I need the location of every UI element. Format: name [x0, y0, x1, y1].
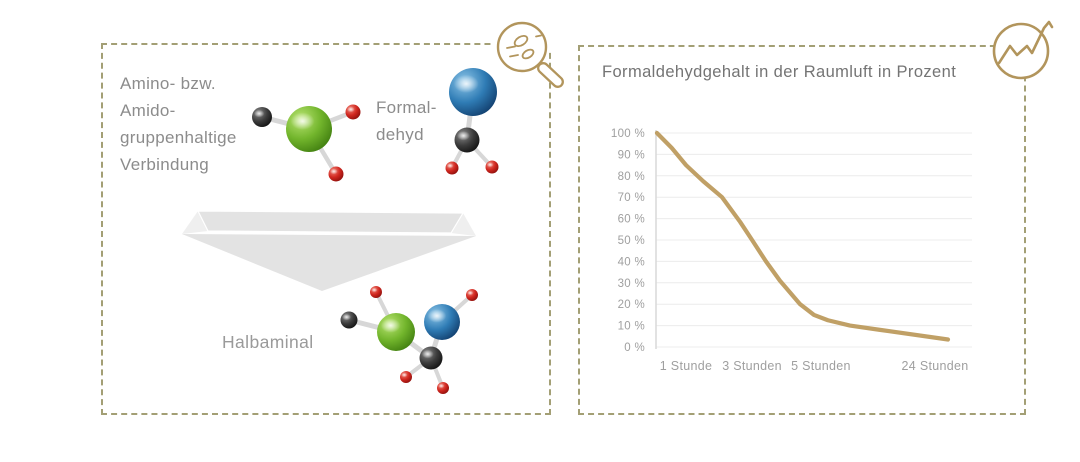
sphere-gloss-highlight — [380, 318, 401, 333]
halbaminal-molecule-illustration — [340, 286, 478, 394]
x-axis-tick-label: 24 Stunden — [902, 359, 969, 373]
microbe-dash — [506, 45, 516, 49]
arrow-fold-right — [451, 213, 476, 236]
atom-sphere-black — [419, 346, 443, 370]
atom-sphere-red — [445, 161, 459, 175]
atom-sphere-green — [377, 313, 415, 351]
atom-sphere-black — [454, 127, 480, 153]
y-axis-tick-label: 50 % — [618, 235, 645, 247]
trend-zigzag-line — [997, 20, 1054, 65]
microbe-oval — [521, 48, 535, 60]
magnifier-molecules-icon — [492, 21, 564, 88]
y-axis-tick-label: 30 % — [618, 278, 645, 290]
decay-curve — [654, 130, 951, 342]
microbe-oval — [513, 34, 529, 48]
sphere-gloss-highlight — [438, 383, 445, 389]
atom-sphere-red — [400, 371, 412, 383]
y-axis-tick-label: 80 % — [618, 171, 645, 183]
sphere-gloss-highlight — [254, 109, 265, 118]
microbe-dash — [509, 54, 519, 58]
sphere-gloss-highlight — [446, 163, 454, 169]
reaction-scheme-panel: Amino- bzw. Amido- gruppenhaltige Verbin… — [101, 43, 551, 415]
x-axis-tick-label: 5 Stunden — [791, 359, 851, 373]
formaldehyde-molecule-illustration — [445, 68, 499, 175]
atom-sphere-red — [485, 160, 499, 174]
atom-sphere-black — [252, 107, 272, 127]
atom-sphere-red — [345, 104, 361, 120]
sphere-gloss-highlight — [421, 349, 434, 359]
microbe-dash — [535, 34, 542, 38]
reactant-label-line: gruppenhaltige — [120, 128, 237, 147]
y-axis-tick-label: 100 % — [611, 128, 645, 140]
atom-sphere-green — [286, 106, 332, 152]
atom-sphere-red — [370, 286, 382, 298]
trend-chart-icon — [992, 20, 1054, 80]
arrow-fold-left — [182, 211, 208, 234]
y-axis-tick-label: 40 % — [618, 256, 645, 268]
formaldehyde-label: Formal- dehyd — [376, 94, 437, 148]
atom-sphere-red — [466, 289, 478, 301]
arrow-head — [182, 234, 476, 291]
sphere-gloss-highlight — [342, 313, 352, 321]
x-axis-tick-label: 3 Stunden — [722, 359, 782, 373]
product-label: Halbaminal — [222, 332, 314, 352]
chart-panel: Formaldehydgehalt in der Raumluft in Pro… — [578, 45, 1026, 415]
reactant-label-line: Amino- bzw. — [120, 74, 216, 93]
reactant-label-line: Verbindung — [120, 155, 210, 174]
y-axis-tick-label: 10 % — [618, 321, 645, 333]
magnifier-lens-fill — [498, 23, 546, 71]
y-axis-tick-label: 70 % — [618, 192, 645, 204]
atom-sphere-blue — [424, 304, 460, 340]
sphere-gloss-highlight — [467, 290, 474, 296]
atom-sphere-red — [328, 166, 344, 182]
y-axis-tick-label: 90 % — [618, 149, 645, 161]
sphere-gloss-highlight — [457, 131, 470, 141]
x-axis-tick-label: 1 Stunde — [660, 359, 712, 373]
formaldehyde-label-line: Formal- — [376, 98, 437, 117]
chart-title: Formaldehydgehalt in der Raumluft in Pro… — [602, 63, 957, 81]
y-axis-tick-label: 0 % — [624, 342, 645, 354]
sphere-gloss-highlight — [330, 168, 338, 175]
sphere-gloss-highlight — [453, 74, 479, 93]
sphere-gloss-highlight — [347, 106, 355, 113]
sphere-gloss-highlight — [371, 287, 378, 293]
atom-sphere-red — [437, 382, 449, 394]
trend-circle-rim — [992, 22, 1050, 80]
magnifier-handle — [537, 62, 564, 88]
arrow-shaft — [197, 210, 465, 234]
y-axis-tick-label: 20 % — [618, 299, 645, 311]
reactant-label-line: Amido- — [120, 101, 176, 120]
sphere-gloss-highlight — [401, 372, 408, 378]
magnifier-lens-rim — [496, 21, 548, 73]
sphere-gloss-highlight — [290, 112, 315, 130]
reactant-label: Amino- bzw. Amido- gruppenhaltige Verbin… — [120, 70, 237, 178]
formaldehyde-label-line: dehyd — [376, 125, 424, 144]
reaction-down-arrow — [182, 210, 476, 291]
sphere-gloss-highlight — [486, 162, 494, 168]
amino-compound-molecule-illustration — [252, 104, 361, 182]
sphere-gloss-highlight — [427, 309, 447, 323]
formaldehyde-decay-line-chart: 100 % 90 % 80 % 70 % 60 % 50 % 40 % 30 % 20 % 10 … — [611, 128, 972, 373]
y-axis-tick-label: 60 % — [618, 214, 645, 226]
atom-sphere-black — [340, 311, 358, 329]
